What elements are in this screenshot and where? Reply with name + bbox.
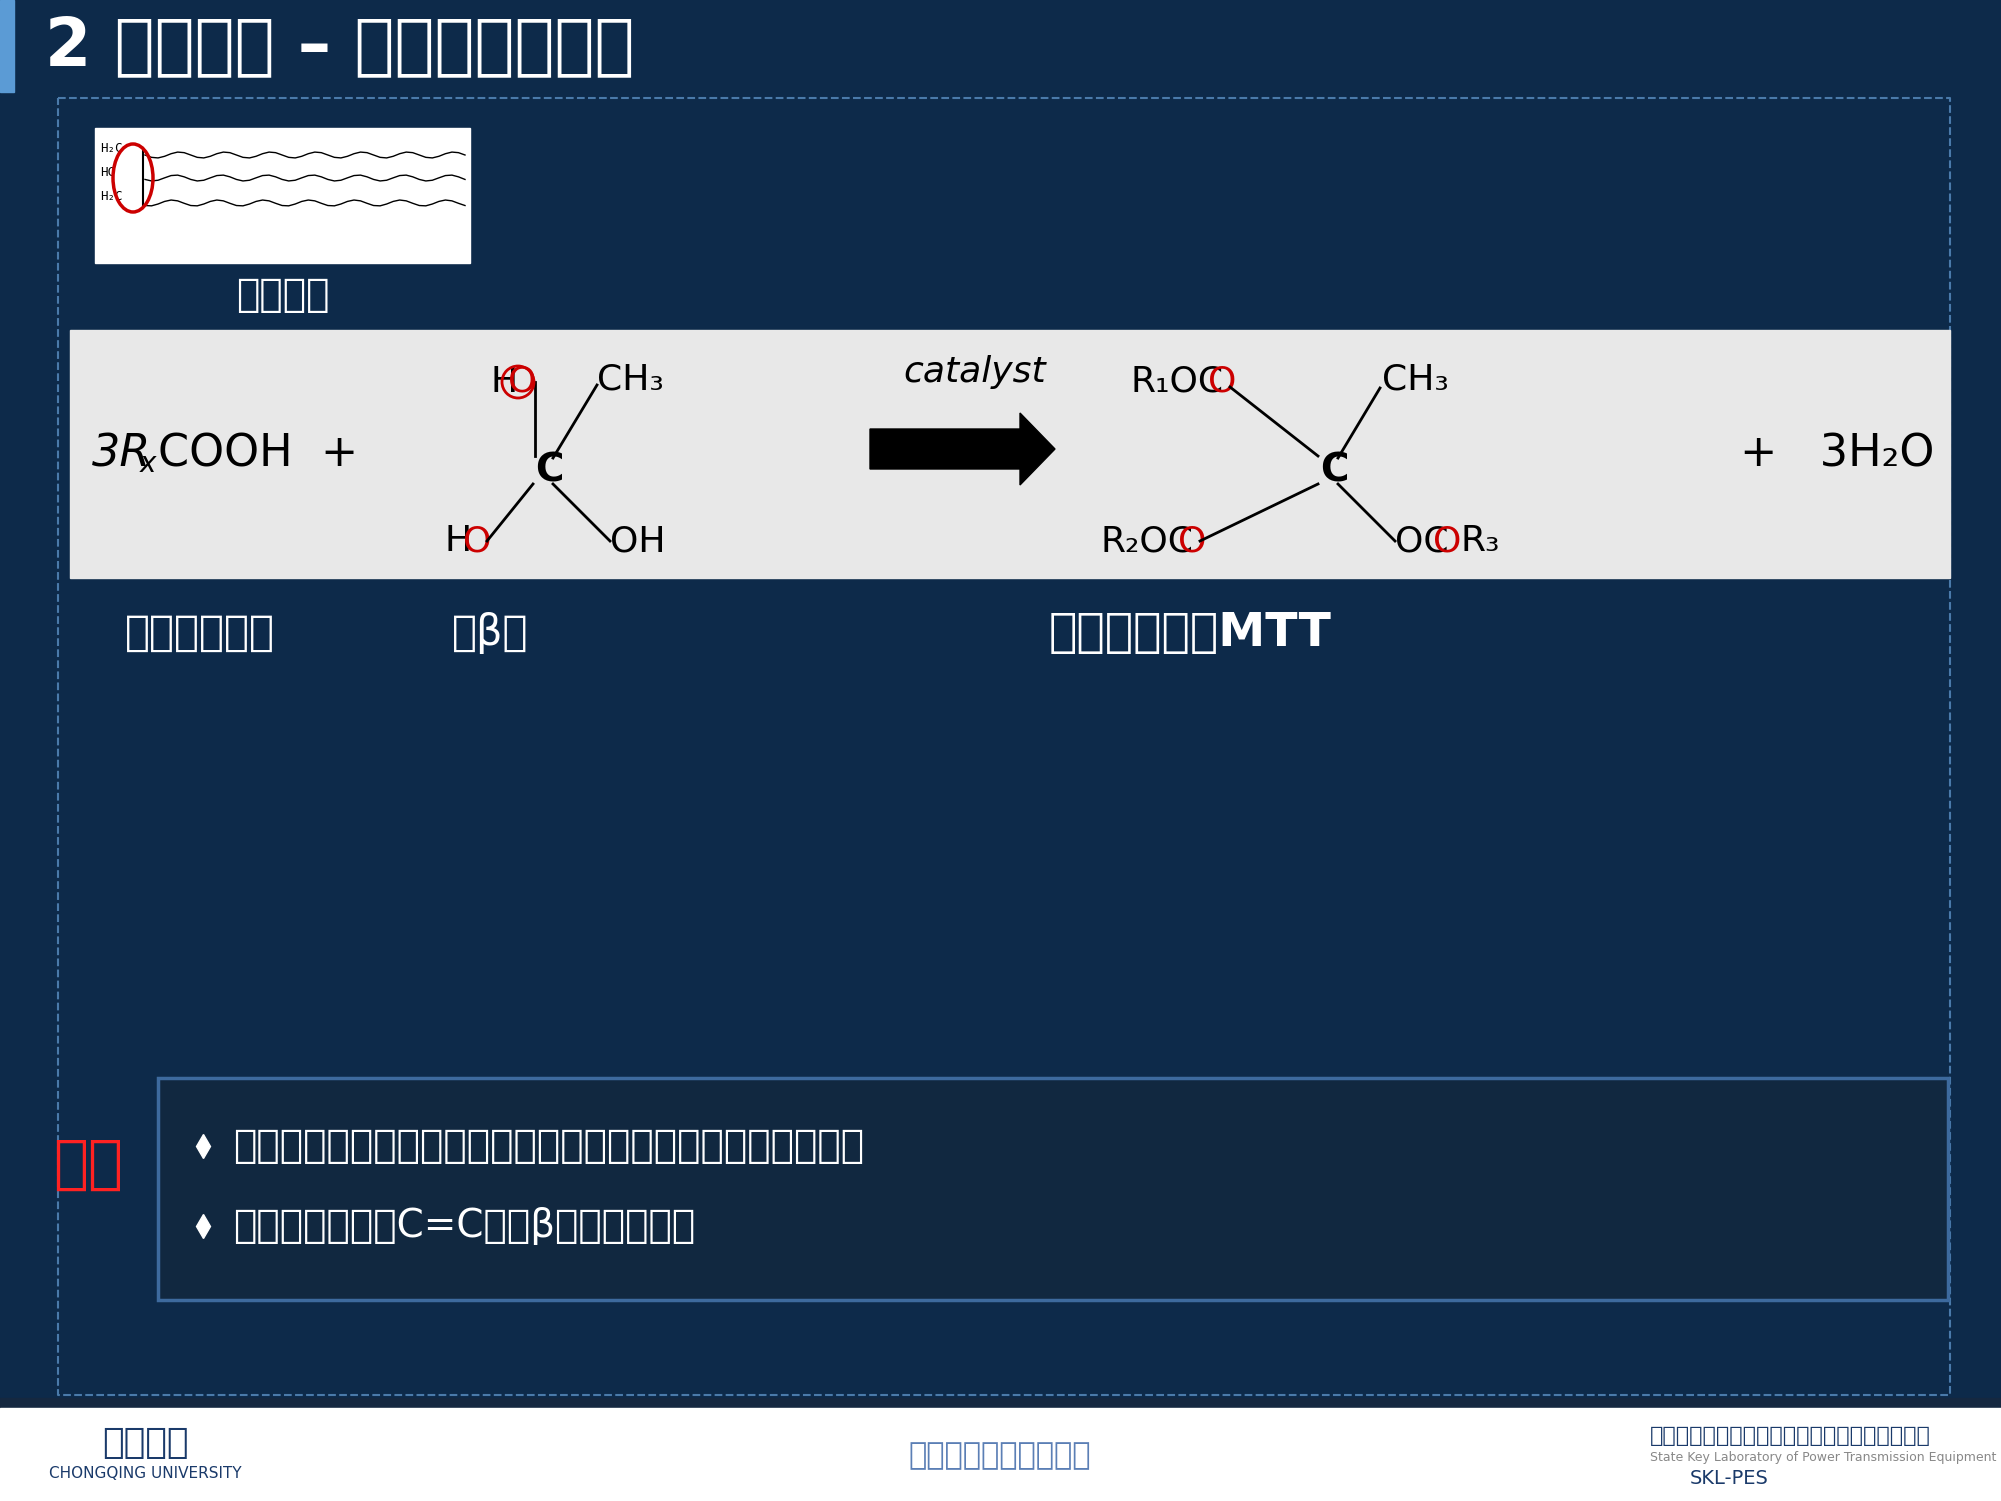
Bar bbox=[0, 0, 14, 92]
Text: CH₃: CH₃ bbox=[1383, 363, 1449, 396]
Text: O: O bbox=[462, 524, 492, 558]
Text: 无β氢: 无β氢 bbox=[452, 612, 528, 654]
Text: 消除不稳定基团C=C键和β氢的不利影响: 消除不稳定基团C=C键和β氢的不利影响 bbox=[232, 1207, 694, 1244]
Bar bbox=[94, 128, 470, 263]
Text: 措施: 措施 bbox=[52, 1135, 122, 1192]
Bar bbox=[158, 1078, 1949, 1300]
Text: R₃: R₃ bbox=[1461, 524, 1499, 558]
Text: +   3H₂O: + 3H₂O bbox=[1741, 432, 1935, 476]
Text: 重庆大学: 重庆大学 bbox=[102, 1426, 188, 1460]
Bar bbox=[70, 330, 1951, 578]
Text: C: C bbox=[534, 452, 564, 489]
Text: O: O bbox=[508, 365, 536, 399]
Bar bbox=[0, 0, 2001, 92]
Text: SKL-PES: SKL-PES bbox=[1691, 1468, 1769, 1487]
Text: COOH  +: COOH + bbox=[158, 432, 358, 476]
Text: H₂C: H₂C bbox=[100, 141, 122, 155]
Text: O: O bbox=[1433, 524, 1461, 558]
Text: 2 解决方案 – 合成酯基绝缘油: 2 解决方案 – 合成酯基绝缘油 bbox=[44, 14, 634, 80]
Text: O: O bbox=[1209, 365, 1237, 399]
Text: CH₃: CH₃ bbox=[596, 363, 664, 396]
Text: HC: HC bbox=[100, 165, 114, 179]
Text: catalyst: catalyst bbox=[904, 356, 1047, 389]
Bar bbox=[158, 1078, 1949, 1300]
Bar bbox=[0, 1397, 2001, 1408]
Text: 合成酯绝缘油MTT: 合成酯绝缘油MTT bbox=[1049, 611, 1331, 656]
FancyArrow shape bbox=[870, 413, 1055, 485]
Text: OH: OH bbox=[610, 524, 666, 558]
Text: H: H bbox=[490, 365, 516, 399]
Text: H₂C: H₂C bbox=[100, 189, 122, 203]
Text: R₁OC: R₁OC bbox=[1131, 365, 1223, 399]
Text: x: x bbox=[140, 450, 156, 477]
Text: 中链长，饱和: 中链长，饱和 bbox=[124, 612, 274, 654]
Text: 通过链长平衡粘度，燃点，获得粘度较低和燃点较高的绝缘油: 通过链长平衡粘度，燃点，获得粘度较低和燃点较高的绝缘油 bbox=[232, 1127, 864, 1165]
Text: O: O bbox=[1179, 524, 1207, 558]
Text: 《电工技术学报》发布: 《电工技术学报》发布 bbox=[908, 1441, 1091, 1471]
Text: 3R: 3R bbox=[92, 432, 152, 476]
Text: 输配电装备及系统安全与新技术国家重点实验室: 输配电装备及系统安全与新技术国家重点实验室 bbox=[1651, 1426, 1931, 1445]
Text: H: H bbox=[444, 524, 472, 558]
Bar bbox=[0, 1408, 2001, 1501]
Text: OC: OC bbox=[1395, 524, 1449, 558]
Text: C: C bbox=[1321, 452, 1349, 489]
Text: CHONGQING UNIVERSITY: CHONGQING UNIVERSITY bbox=[48, 1465, 242, 1480]
Text: 调整链长: 调整链长 bbox=[236, 276, 330, 314]
Text: State Key Laboratory of Power Transmission Equipment and System Security: State Key Laboratory of Power Transmissi… bbox=[1651, 1451, 2001, 1465]
Text: R₂OC: R₂OC bbox=[1101, 524, 1193, 558]
